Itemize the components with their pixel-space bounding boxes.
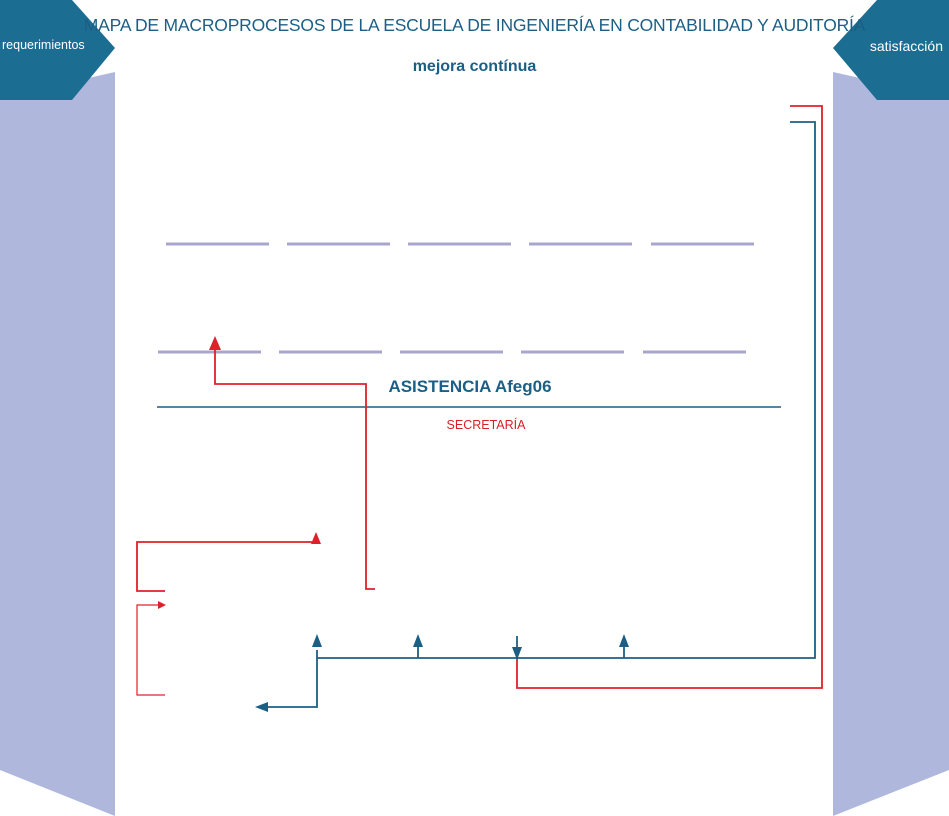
diagram-title: MAPA DE MACROPROCESOS DE LA ESCUELA DE I… [83, 15, 866, 35]
diagram-subtitle: mejora contínua [412, 58, 537, 75]
red-feedback-connector [516, 105, 823, 689]
support-process-title: ASISTENCIA Afeg06 [388, 377, 552, 396]
blue-up-arrowhead-2 [413, 634, 423, 647]
red-up-connector [214, 345, 375, 590]
requerimientos-label: requerimientos [2, 38, 85, 52]
requerimientos-tab [0, 0, 115, 100]
red-left-bracket [136, 541, 313, 592]
right-side-panel [833, 72, 949, 816]
satisfaccion-tab [833, 0, 949, 100]
red-thin-bracket [136, 604, 165, 696]
red-up-arrowhead [209, 336, 221, 350]
left-side-panel [0, 72, 115, 816]
red-thin-arrowhead [158, 601, 166, 609]
blue-left-arrowhead [255, 702, 268, 712]
blue-down-arrowhead [512, 647, 522, 660]
blue-up-arrowhead-4 [619, 634, 629, 647]
blue-return-connector [317, 121, 816, 659]
blue-left-connector [266, 650, 318, 708]
satisfaccion-label: satisfacción [869, 38, 943, 54]
blue-up-arrowhead-1 [312, 634, 322, 647]
red-right-arrowhead [311, 532, 321, 544]
support-process-area: SECRETARÍA [446, 418, 526, 432]
